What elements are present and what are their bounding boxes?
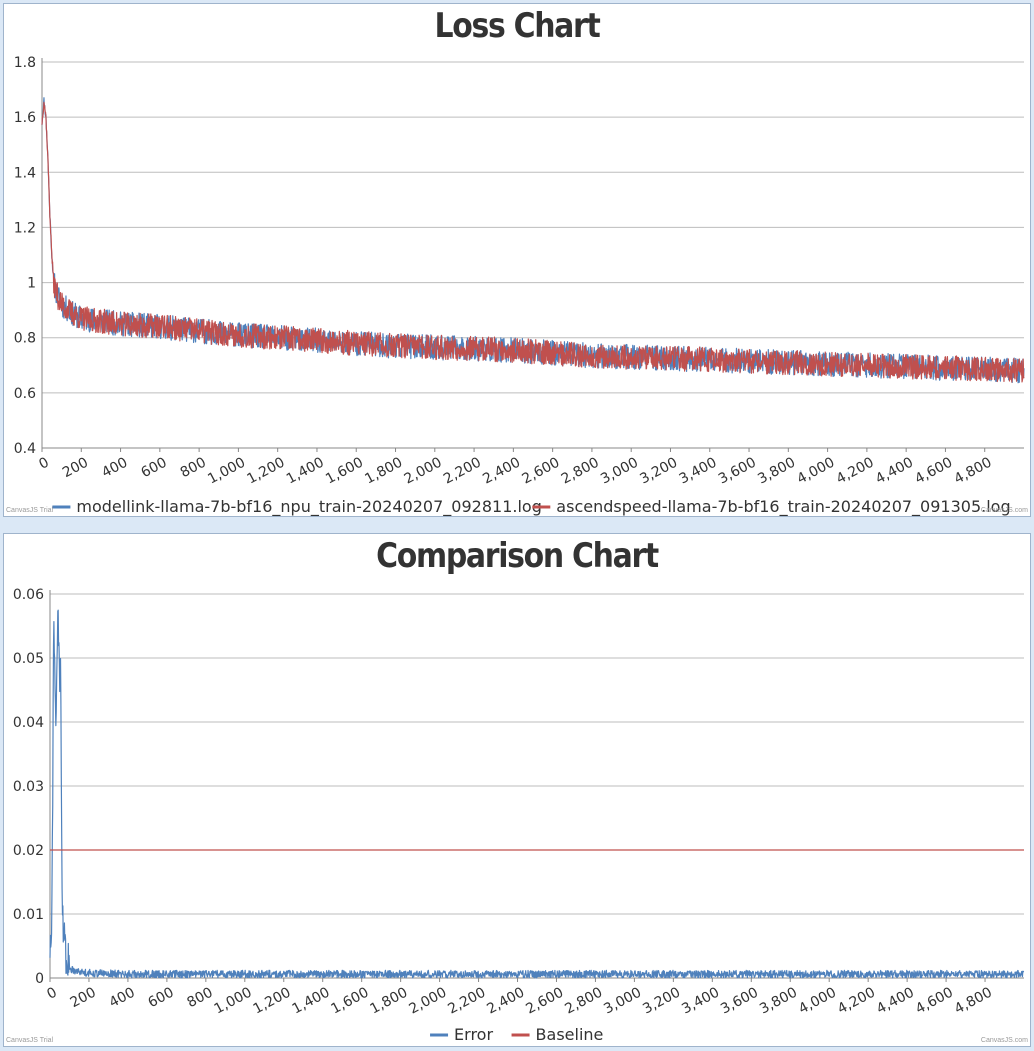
y-tick-label: 1.2 (14, 220, 36, 236)
series-line (41, 97, 1025, 384)
x-tick-label: 0 (36, 455, 51, 473)
y-tick-label: 1.8 (14, 55, 36, 71)
legend: modellink-llama-7b-bf16_npu_train-202402… (52, 497, 1011, 516)
x-tick-label: 1,600 (329, 985, 372, 1018)
x-tick-label: 800 (185, 985, 216, 1012)
loss-chart-watermark-left: CanvasJS Trial (6, 507, 54, 514)
x-tick-label: 1,000 (212, 985, 255, 1018)
legend-label: Baseline (536, 1025, 604, 1044)
x-tick-label: 600 (139, 455, 170, 482)
x-tick-label: 4,800 (952, 985, 995, 1018)
x-tick-label: 4,400 (874, 985, 917, 1018)
x-tick-label: 4,800 (952, 455, 995, 488)
x-tick-label: 2,800 (559, 455, 602, 488)
x-tick-label: 2,400 (480, 455, 523, 488)
x-tick-label: 400 (99, 455, 130, 482)
series-Error (49, 609, 1025, 979)
x-tick-label: 3,200 (640, 985, 683, 1018)
y-tick-label: 0.01 (13, 907, 44, 923)
x-tick-label: 3,400 (679, 985, 722, 1018)
x-tick-label: 3,800 (755, 455, 798, 488)
x-tick-label: 3,000 (601, 985, 644, 1018)
x-tick-label: 0 (44, 985, 59, 1003)
x-tick-label: 2,800 (562, 985, 605, 1018)
y-tick-label: 0.8 (14, 331, 36, 347)
comparison-chart-watermark-left: CanvasJS Trial (6, 1037, 54, 1044)
x-tick-label: 4,200 (834, 455, 877, 488)
x-tick-label: 3,600 (716, 455, 759, 488)
x-tick-label: 4,000 (794, 455, 837, 488)
legend-item[interactable]: Error (430, 1025, 493, 1044)
comparison-chart-watermark-right: CanvasJS.com (980, 1037, 1028, 1044)
comparison-chart-plot: 00.010.020.030.040.050.060 200 400 600 8001,… (13, 587, 1025, 1044)
x-tick-label: 2,000 (406, 985, 449, 1018)
y-tick-label: 0.06 (13, 587, 44, 603)
legend-label: ascendspeed-llama-7b-bf16_train-20240207… (556, 497, 1010, 516)
x-tick-label: 4,000 (796, 985, 839, 1018)
x-tick-label: 3,200 (637, 455, 680, 488)
x-tick-label: 400 (107, 985, 138, 1012)
loss-chart-title: Loss Chart (434, 6, 601, 46)
series-line (49, 609, 1025, 979)
comparison-chart-panel: Comparison Chart 0 0.01 0.02 0.03 0.04 0.05 0.… (3, 533, 1031, 1047)
x-tick-label: 2,000 (402, 455, 445, 488)
x-tick-label: 3,600 (718, 985, 761, 1018)
legend: Error Baseline (430, 1025, 603, 1044)
loss-chart-panel: Loss Chart 0.4 0.6 0.8 1 1.2 1.4 1.6 1.8 0 200 400… (3, 3, 1031, 517)
x-tick-label: 200 (60, 455, 91, 482)
x-tick-label: 800 (178, 455, 209, 482)
x-tick-label: 2,600 (523, 985, 566, 1018)
y-tick-label: 0.6 (14, 386, 36, 402)
x-tick-label: 2,200 (441, 455, 484, 488)
x-tick-label: 2,600 (520, 455, 563, 488)
legend-item[interactable]: Baseline (511, 1025, 604, 1044)
y-tick-label: 1.6 (14, 110, 36, 126)
legend-item[interactable]: ascendspeed-llama-7b-bf16_train-20240207… (532, 497, 1011, 516)
y-tick-label: 1.4 (14, 165, 36, 181)
y-tick-label: 0.02 (13, 843, 44, 859)
y-tick-label: 1 (27, 276, 36, 292)
x-tick-label: 1,400 (284, 455, 327, 488)
series-ascendspeed-llama-7b-bf16_train-20240207_091305.log (41, 101, 1025, 383)
x-tick-label: 1,200 (245, 455, 288, 488)
legend-item[interactable]: modellink-llama-7b-bf16_npu_train-202402… (52, 497, 542, 516)
loss-chart-plot: 0.4 0.6 0.8 1 1.2 1.4 1.6 1.8 0 200 400 600 8001,000… (14, 55, 1025, 516)
x-tick-label: 200 (68, 985, 99, 1012)
x-tick-label: 4,600 (912, 455, 955, 488)
series-modellink-llama-7b-bf16_npu_train-20240207_092811.log (41, 97, 1025, 384)
x-tick-label: 600 (146, 985, 177, 1012)
x-tick-label: 1,400 (290, 985, 333, 1018)
x-tick-label: 3,800 (757, 985, 800, 1018)
x-tick-label: 4,200 (835, 985, 878, 1018)
x-tick-label: 1,800 (368, 985, 411, 1018)
y-tick-label: 0.4 (14, 441, 36, 457)
x-tick-label: 3,400 (677, 455, 720, 488)
x-tick-label: 2,200 (445, 985, 488, 1018)
x-tick-label: 4,400 (873, 455, 916, 488)
x-tick-label: 3,000 (598, 455, 641, 488)
comparison-chart-title: Comparison Chart (376, 536, 659, 576)
x-tick-label: 1,200 (251, 985, 294, 1018)
x-tick-label: 4,600 (913, 985, 956, 1018)
legend-label: modellink-llama-7b-bf16_npu_train-202402… (76, 497, 541, 516)
x-tick-label: 1,000 (205, 455, 248, 488)
loss-chart-watermark-right: CanvasJS.com (980, 507, 1028, 514)
y-tick-label: 0.03 (13, 779, 44, 795)
legend-label: Error (454, 1025, 493, 1044)
series-line (41, 101, 1025, 383)
y-tick-label: 0.05 (13, 651, 44, 667)
y-tick-label: 0.04 (13, 715, 44, 731)
x-tick-label: 1,800 (362, 455, 405, 488)
x-tick-label: 1,600 (323, 455, 366, 488)
y-tick-label: 0 (35, 971, 44, 987)
x-tick-label: 2,400 (484, 985, 527, 1018)
